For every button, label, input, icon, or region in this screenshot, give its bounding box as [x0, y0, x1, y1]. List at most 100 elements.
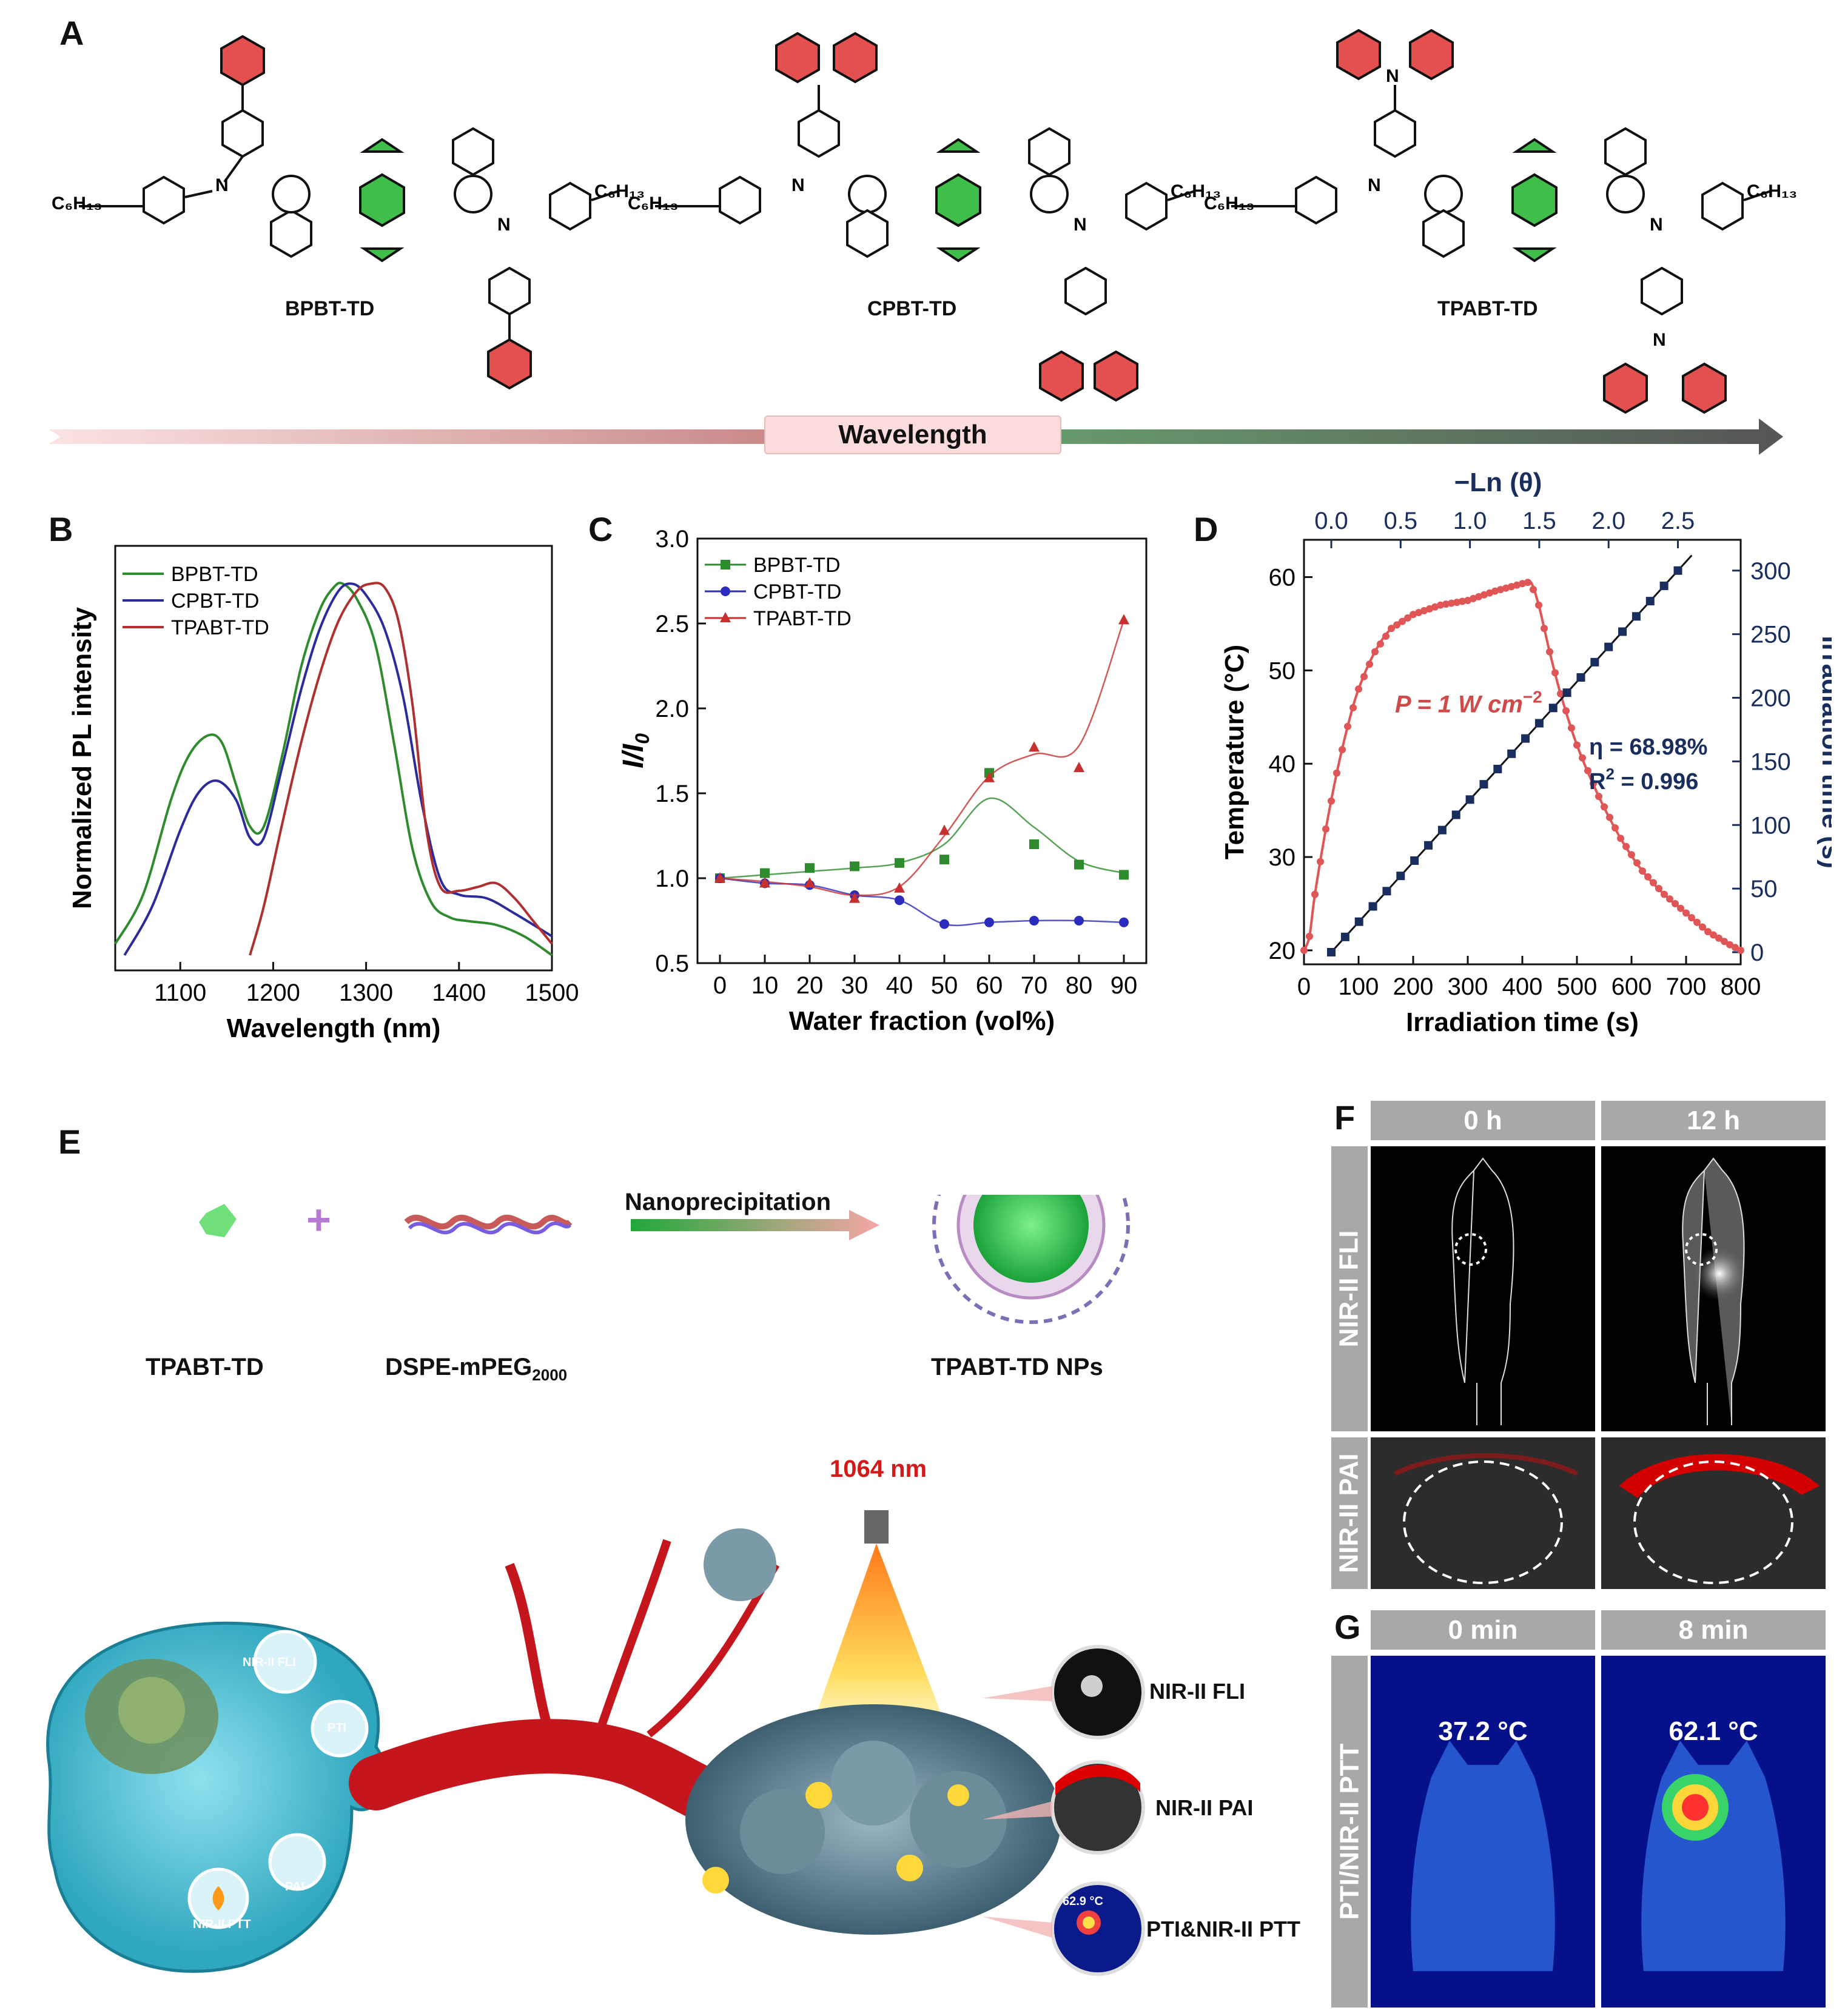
y-tick-label: 3.0	[655, 526, 689, 553]
fit-point	[1618, 627, 1627, 636]
product-label: TPABT-TD NPs	[931, 1354, 1103, 1380]
x-tick-label: 40	[886, 972, 913, 999]
polymer-label: DSPE-mPEG2000	[385, 1354, 568, 1384]
plus-icon: +	[306, 1196, 331, 1243]
temperature-point	[1628, 851, 1635, 859]
temperature-point	[1333, 769, 1340, 777]
temperature-point	[1453, 599, 1460, 606]
outcome-ptt: PTI&NIR-II PTT	[1146, 1917, 1300, 1941]
svg-text:N: N	[215, 175, 229, 195]
temperature-point	[1617, 835, 1624, 842]
legend-label: CPBT-TD	[753, 580, 841, 603]
temperature-point	[1590, 779, 1597, 787]
data-point	[1074, 916, 1084, 926]
temperature-point	[1448, 599, 1455, 607]
svg-text:N: N	[1650, 215, 1663, 235]
data-point	[939, 919, 949, 929]
x-tick-label: 80	[1066, 972, 1093, 999]
y-tick-label: 2.0	[655, 696, 689, 722]
fit-point	[1479, 780, 1488, 789]
temperature-point	[1459, 597, 1466, 605]
svg-text:C₆H₁₃: C₆H₁₃	[594, 181, 645, 201]
panel-label-g: G	[1334, 1608, 1361, 1646]
right-y-tick-label: 50	[1750, 876, 1778, 902]
panel-label-d: D	[1194, 510, 1218, 548]
x-tick-label: 700	[1666, 973, 1707, 1000]
legend-marker	[721, 586, 730, 596]
x-tick-label: 500	[1557, 973, 1598, 1000]
temperature-point	[1382, 632, 1390, 640]
temperature-point	[1344, 722, 1351, 730]
temperature-point	[1551, 669, 1559, 677]
fli-badge-icon	[253, 1630, 317, 1694]
y-tick-label: 40	[1269, 751, 1296, 778]
x-tick-label: 1100	[154, 979, 206, 1006]
pai-image-0h	[1371, 1437, 1595, 1589]
top-x-tick-label: 2.5	[1661, 508, 1695, 534]
temperature-point	[1535, 601, 1542, 609]
f-row-fli: NIR-II FLI	[1331, 1146, 1368, 1431]
temperature-point	[1480, 591, 1488, 599]
temperature-point	[1300, 946, 1308, 954]
wavelength-label-box: Wavelength	[764, 415, 1061, 454]
temperature-point	[1639, 867, 1646, 875]
data-point	[895, 895, 904, 906]
wavelength-label: Wavelength	[838, 420, 987, 449]
temperature-point	[1584, 767, 1591, 774]
temperature-point	[1606, 813, 1613, 821]
x-tick-label: 60	[976, 972, 1003, 999]
fit-point	[1576, 673, 1585, 682]
f-row-pai: NIR-II PAI	[1331, 1437, 1368, 1589]
temperature-point	[1317, 858, 1324, 865]
fli-image-12h	[1601, 1146, 1826, 1431]
right-y-tick-label: 200	[1750, 685, 1791, 712]
y-tick-label: 0.5	[655, 950, 689, 977]
plot-frame	[114, 545, 553, 972]
outcome-fli: NIR-II FLI	[1149, 1679, 1245, 1704]
therapy-illustration	[46, 1510, 1145, 1976]
fit-point	[1493, 764, 1502, 773]
x-tick-label: 10	[751, 972, 779, 999]
temperature-point	[1377, 640, 1384, 648]
panel-label-c: C	[588, 510, 613, 548]
fit-point	[1327, 948, 1336, 956]
temperature-point	[1579, 754, 1586, 762]
legend-label: TPABT-TD	[171, 616, 269, 639]
svg-text:N: N	[497, 215, 511, 235]
x-axis-label: Water fraction (vol%)	[789, 1006, 1055, 1036]
fit-point	[1340, 932, 1349, 941]
temp-0min: 37.2 °C	[1438, 1716, 1528, 1746]
data-point	[984, 771, 995, 782]
temperature-point	[1475, 593, 1482, 600]
temperature-point	[1366, 660, 1373, 668]
temperature-point	[1431, 603, 1439, 611]
laser-head-icon	[864, 1510, 889, 1544]
temperature-point	[1437, 601, 1444, 609]
y-tick-label: 1.5	[655, 781, 689, 807]
fit-point	[1645, 597, 1655, 606]
temperature-point	[1726, 941, 1733, 949]
svg-text:C₆H₁₃: C₆H₁₃	[628, 193, 678, 213]
temperature-point	[1470, 594, 1477, 602]
temperature-point	[1557, 690, 1564, 697]
fit-point	[1659, 581, 1669, 590]
fit-point	[1562, 688, 1571, 697]
temperature-point	[1541, 625, 1548, 633]
data-point	[894, 882, 905, 893]
temperature-point	[1410, 611, 1417, 619]
top-x-tick-label: 0.0	[1314, 508, 1348, 534]
svg-text:N: N	[1368, 175, 1381, 195]
temperature-point	[1622, 842, 1630, 850]
fit-point	[1673, 566, 1682, 575]
data-point	[760, 868, 770, 878]
data-point	[939, 855, 949, 865]
data-point	[1029, 916, 1039, 926]
thermal-image-0min: 37.2 °C	[1371, 1656, 1595, 2008]
legend-label: BPBT-TD	[753, 554, 841, 577]
pti-badge-icon	[311, 1699, 369, 1758]
temperature-point	[1393, 621, 1400, 629]
x-tick-label: 70	[1021, 972, 1048, 999]
temperature-point	[1360, 673, 1368, 680]
temperature-point	[1633, 859, 1641, 867]
pai-image-12h	[1601, 1437, 1826, 1589]
